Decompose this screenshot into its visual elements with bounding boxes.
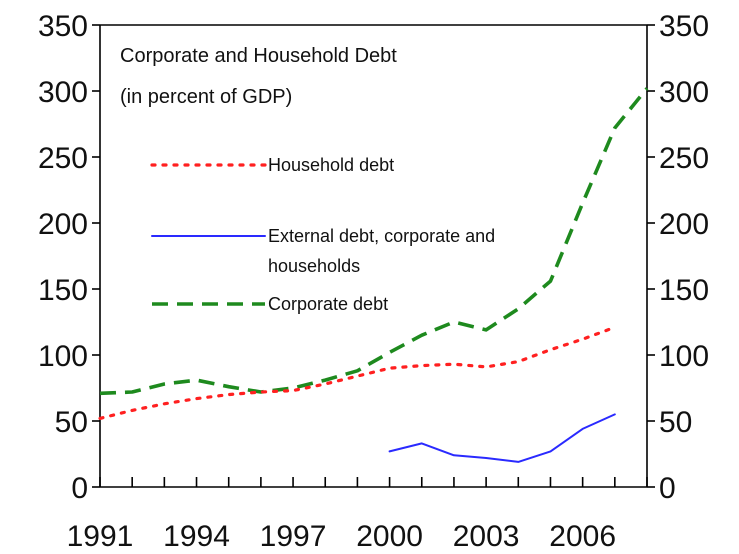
series-line-dotted — [98, 325, 617, 420]
y-tick-label-right: 0 — [659, 472, 676, 505]
legend: Household debt External debt, corporate a… — [150, 155, 495, 314]
series-layer — [98, 87, 649, 463]
y-tick-label-left: 250 — [38, 142, 88, 175]
y-tick-label-right: 350 — [659, 10, 709, 43]
x-tick-label: 2006 — [549, 520, 616, 553]
axes: 0 0 50 50 100 100 150 150 200 200 250 250 300 300 350 3… — [38, 10, 709, 553]
y-tick-label-right: 100 — [659, 340, 709, 373]
y-tick-label-left: 300 — [38, 76, 88, 109]
series-line-dashed — [99, 87, 649, 396]
y-tick-label-left: 0 — [71, 472, 88, 505]
y-tick-label-left: 100 — [38, 340, 88, 373]
chart-title: Corporate and Household Debt — [120, 45, 397, 67]
y-tick-label-left: 200 — [38, 208, 88, 241]
y-tick-label-right: 150 — [659, 274, 709, 307]
y-tick-label-right: 200 — [659, 208, 709, 241]
chart-subtitle: (in percent of GDP) — [120, 86, 292, 108]
legend-label: Household debt — [268, 155, 394, 175]
y-tick-label-left: 350 — [38, 10, 88, 43]
x-tick-label: 1991 — [67, 520, 134, 553]
x-tick-label: 1997 — [260, 520, 327, 553]
y-tick-label-left: 150 — [38, 274, 88, 307]
y-tick-label-left: 50 — [55, 406, 88, 439]
x-tick-label: 2003 — [453, 520, 520, 553]
legend-label: External debt, corporate and — [268, 226, 495, 246]
x-tick-label: 2000 — [356, 520, 423, 553]
y-tick-label-right: 50 — [659, 406, 692, 439]
legend-label: Corporate debt — [268, 294, 388, 314]
legend-label: households — [268, 256, 360, 276]
series-line-solid — [388, 413, 616, 463]
y-tick-label-right: 300 — [659, 76, 709, 109]
y-tick-label-right: 250 — [659, 142, 709, 175]
x-tick-label: 1994 — [163, 520, 230, 553]
